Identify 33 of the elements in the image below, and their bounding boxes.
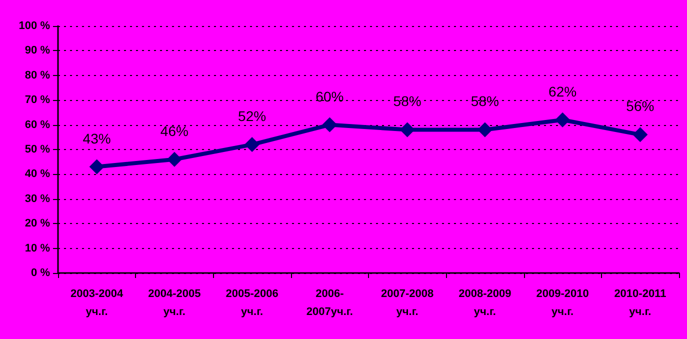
data-label: 60% [316, 88, 344, 104]
data-label: 46% [160, 122, 188, 139]
data-label: 56% [626, 98, 654, 114]
y-tick-label: 0 % [31, 267, 50, 279]
point [477, 122, 492, 138]
point [89, 159, 104, 174]
x-tick-label: 2007-2008 уч.г. [381, 288, 434, 318]
y-tick-label: 50 % [24, 144, 50, 156]
x-tick-label: 2006- 2007уч.г. [306, 288, 353, 318]
point [400, 122, 415, 138]
y-tick-label: 60 % [24, 118, 50, 131]
x-tick-label: 2003-2004 уч.г. [70, 288, 124, 318]
y-tick-label: 10 % [24, 242, 50, 254]
y-tick-label: 20 % [24, 218, 50, 230]
y-tick-label: 80 % [24, 69, 50, 82]
point [632, 127, 648, 142]
data-label: 43% [82, 130, 111, 146]
x-tick-label: 2005-2006 уч.г. [226, 288, 278, 318]
y-tick-label: 90 % [24, 44, 50, 57]
point [322, 117, 338, 132]
x-tick-label: 2004-2005 уч.г. [148, 288, 201, 318]
y-tick-label: 40 % [24, 168, 50, 180]
data-label: 62% [548, 83, 577, 100]
point [555, 112, 570, 128]
y-tick-label: 70 % [24, 94, 50, 106]
x-tick-label: 2009-2010 уч.г. [536, 288, 589, 318]
data-label: 52% [238, 108, 266, 124]
x-tick-label: 2008-2009 уч.г. [458, 288, 512, 318]
x-tick-label: 2010-2011 уч.г. [614, 288, 666, 318]
y-tick-label: 100 % [18, 20, 50, 32]
point [166, 152, 182, 167]
point [244, 137, 260, 152]
y-tick-label: 30 % [24, 192, 50, 205]
